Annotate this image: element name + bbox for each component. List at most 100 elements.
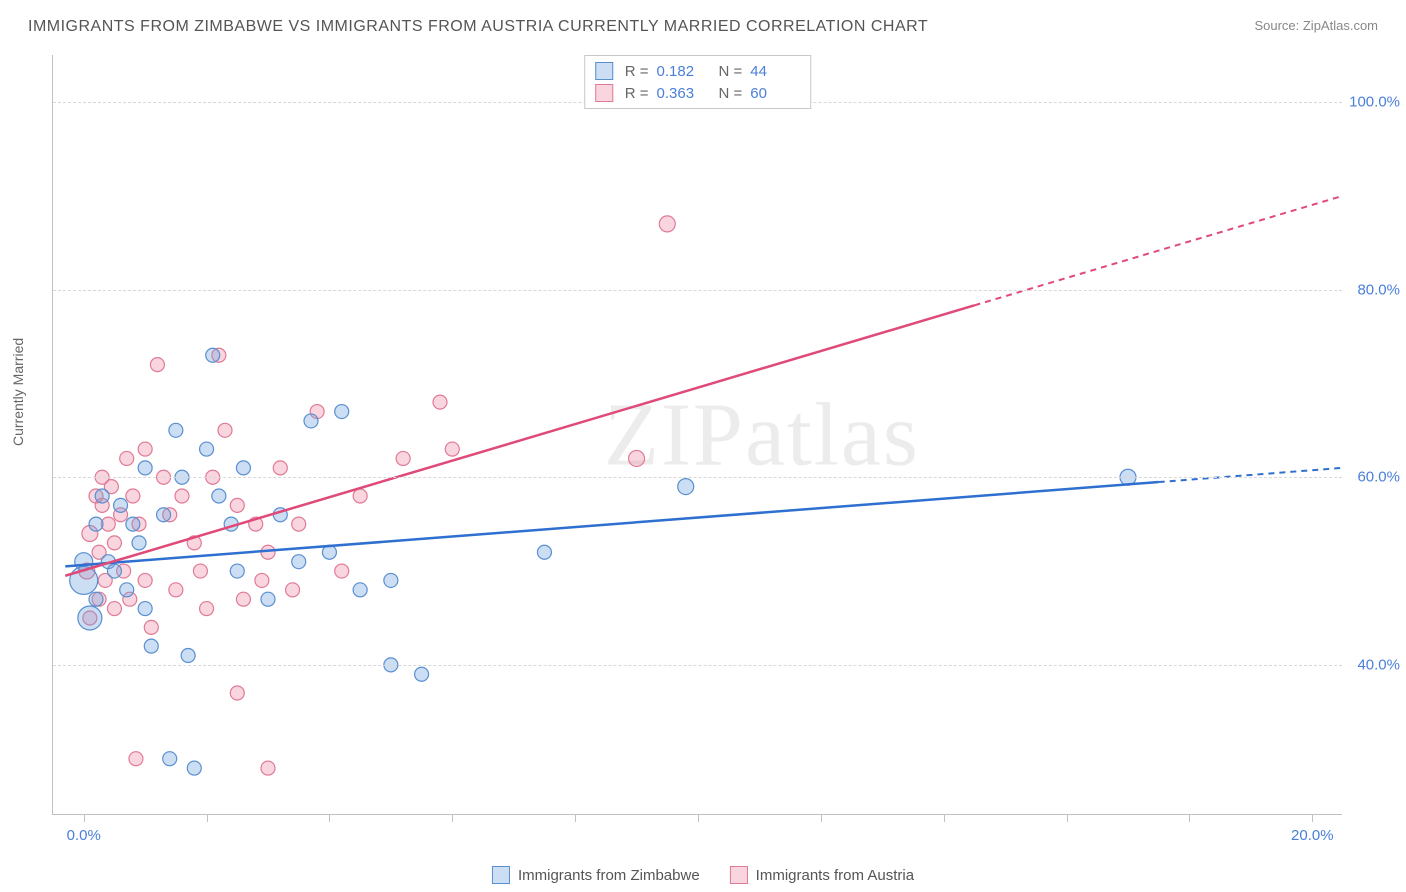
x-tick (575, 814, 576, 822)
x-tick (329, 814, 330, 822)
scatter-point-zimbabwe (107, 564, 121, 578)
scatter-point-austria (629, 450, 645, 466)
scatter-point-zimbabwe (353, 583, 367, 597)
x-tick (452, 814, 453, 822)
scatter-point-zimbabwe (212, 489, 226, 503)
scatter-point-zimbabwe (335, 405, 349, 419)
scatter-point-zimbabwe (114, 498, 128, 512)
x-tick (207, 814, 208, 822)
scatter-point-zimbabwe (187, 761, 201, 775)
scatter-point-zimbabwe (230, 564, 244, 578)
scatter-point-zimbabwe (138, 602, 152, 616)
legend-item-zimbabwe: Immigrants from Zimbabwe (492, 866, 700, 884)
scatter-point-austria (138, 442, 152, 456)
x-tick (944, 814, 945, 822)
x-tick-label: 0.0% (67, 827, 101, 844)
scatter-point-austria (107, 536, 121, 550)
scatter-point-austria (218, 423, 232, 437)
scatter-point-austria (433, 395, 447, 409)
scatter-point-austria (193, 564, 207, 578)
gridline-h (53, 665, 1342, 666)
scatter-point-zimbabwe (163, 752, 177, 766)
scatter-point-zimbabwe (157, 508, 171, 522)
x-tick (84, 814, 85, 822)
plot-area: ZIPatlas R = 0.182 N = 44 R = 0.363 N = … (52, 55, 1342, 815)
swatch-zimbabwe-b (492, 866, 510, 884)
scatter-point-austria (107, 602, 121, 616)
legend-label-zimbabwe: Immigrants from Zimbabwe (518, 867, 700, 884)
trend-line-austria (65, 305, 974, 575)
legend-row-zimbabwe: R = 0.182 N = 44 (595, 60, 801, 82)
scatter-point-austria (659, 216, 675, 232)
scatter-point-austria (261, 761, 275, 775)
r-value-austria: 0.363 (657, 85, 707, 102)
x-tick-label: 20.0% (1291, 827, 1334, 844)
legend-series: Immigrants from Zimbabwe Immigrants from… (492, 866, 914, 884)
scatter-point-zimbabwe (89, 517, 103, 531)
scatter-point-zimbabwe (415, 667, 429, 681)
scatter-point-austria (396, 451, 410, 465)
y-axis-label: Currently Married (10, 338, 26, 446)
source-attribution: Source: ZipAtlas.com (1254, 18, 1378, 33)
scatter-point-zimbabwe (126, 517, 140, 531)
legend-row-austria: R = 0.363 N = 60 (595, 82, 801, 104)
scatter-point-zimbabwe (200, 442, 214, 456)
y-tick-label: 100.0% (1349, 93, 1400, 110)
scatter-point-austria (286, 583, 300, 597)
x-tick (1312, 814, 1313, 822)
x-tick (1067, 814, 1068, 822)
chart-title: IMMIGRANTS FROM ZIMBABWE VS IMMIGRANTS F… (28, 18, 928, 36)
scatter-point-austria (175, 489, 189, 503)
scatter-point-austria (445, 442, 459, 456)
scatter-point-zimbabwe (261, 592, 275, 606)
scatter-point-austria (126, 489, 140, 503)
x-tick (821, 814, 822, 822)
scatter-point-zimbabwe (169, 423, 183, 437)
scatter-point-zimbabwe (384, 573, 398, 587)
scatter-point-austria (273, 461, 287, 475)
scatter-point-zimbabwe (181, 648, 195, 662)
scatter-point-zimbabwe (304, 414, 318, 428)
gridline-h (53, 290, 1342, 291)
scatter-point-zimbabwe (120, 583, 134, 597)
n-value-austria: 60 (750, 85, 800, 102)
scatter-point-austria (353, 489, 367, 503)
scatter-point-austria (335, 564, 349, 578)
swatch-zimbabwe (595, 62, 613, 80)
scatter-point-austria (236, 592, 250, 606)
scatter-point-zimbabwe (138, 461, 152, 475)
scatter-point-austria (230, 498, 244, 512)
scatter-point-austria (144, 620, 158, 634)
y-tick-label: 80.0% (1357, 281, 1400, 298)
scatter-point-zimbabwe (132, 536, 146, 550)
scatter-point-austria (292, 517, 306, 531)
scatter-point-austria (120, 451, 134, 465)
legend-label-austria: Immigrants from Austria (756, 867, 914, 884)
x-tick (1189, 814, 1190, 822)
x-tick (698, 814, 699, 822)
scatter-point-austria (129, 752, 143, 766)
scatter-point-austria (150, 358, 164, 372)
scatter-point-austria (255, 573, 269, 587)
scatter-point-zimbabwe (678, 479, 694, 495)
n-value-zimbabwe: 44 (750, 63, 800, 80)
r-value-zimbabwe: 0.182 (657, 63, 707, 80)
scatter-point-zimbabwe (78, 606, 102, 630)
swatch-austria-b (730, 866, 748, 884)
scatter-point-zimbabwe (144, 639, 158, 653)
scatter-point-zimbabwe (236, 461, 250, 475)
scatter-point-zimbabwe (206, 348, 220, 362)
plot-svg (53, 55, 1342, 814)
y-tick-label: 40.0% (1357, 656, 1400, 673)
gridline-h (53, 477, 1342, 478)
trend-line-dash-zimbabwe (1159, 468, 1343, 482)
scatter-point-zimbabwe (89, 592, 103, 606)
scatter-point-austria (230, 686, 244, 700)
scatter-point-austria (138, 573, 152, 587)
scatter-point-zimbabwe (95, 489, 109, 503)
legend-correlation: R = 0.182 N = 44 R = 0.363 N = 60 (584, 55, 812, 109)
legend-item-austria: Immigrants from Austria (730, 866, 914, 884)
scatter-point-zimbabwe (292, 555, 306, 569)
y-tick-label: 60.0% (1357, 469, 1400, 486)
scatter-point-zimbabwe (537, 545, 551, 559)
